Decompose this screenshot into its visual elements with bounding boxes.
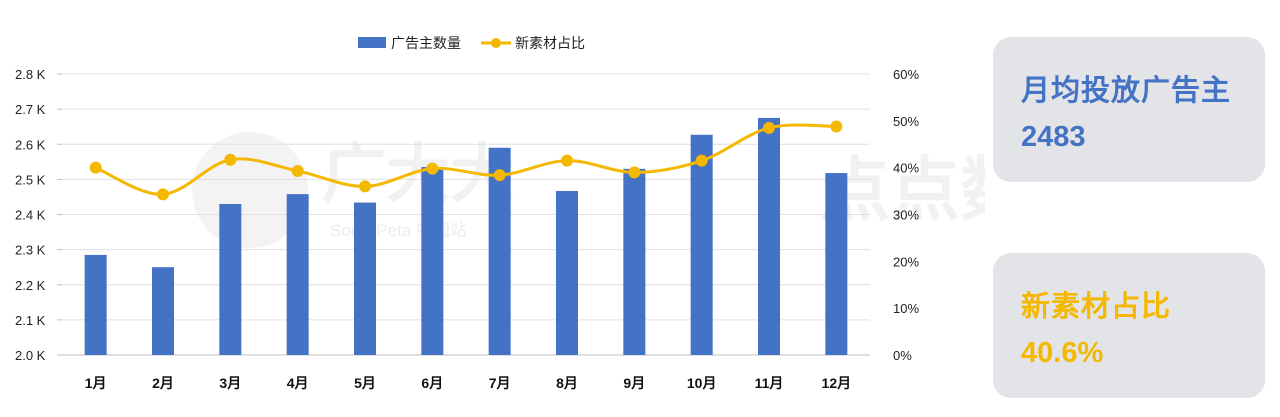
legend-label-bar: 广告主数量 <box>391 35 461 51</box>
card-value-advertisers: 2483 <box>1021 121 1086 153</box>
bar <box>556 190 578 355</box>
bar <box>488 147 511 355</box>
y-left-tick-label: 2.2 K <box>15 278 46 293</box>
bar <box>354 202 376 355</box>
summary-card-advertisers: 月均投放广告主 2483 <box>993 37 1265 182</box>
watermark-left-subtext: SocialPeta 中国站 <box>330 221 467 240</box>
y-axis-left: 2.0 K 2.1 K 2.2 K 2.3 K 2.4 K 2.5 K 2.6 K 2.7 K… <box>15 67 62 363</box>
y-left-tick-label: 2.0 K <box>15 348 46 363</box>
watermark: 广大大 SocialPeta 中国站 点点数据 <box>192 132 985 248</box>
x-tick-label: 6月 <box>421 375 443 391</box>
x-tick-label: 11月 <box>755 375 784 391</box>
line-point <box>89 161 102 174</box>
x-tick-label: 3月 <box>219 375 241 391</box>
legend-swatch-bar <box>358 37 386 48</box>
line-point <box>628 166 641 179</box>
card-title-new-material: 新素材占比 <box>1021 291 1172 323</box>
bar <box>219 203 242 355</box>
bar <box>690 134 713 355</box>
card-value-new-material: 40.6% <box>1021 337 1104 369</box>
line-point <box>493 169 506 182</box>
x-tick-label: 7月 <box>489 375 511 391</box>
x-tick-label: 10月 <box>687 375 717 391</box>
line-point <box>763 121 775 134</box>
x-tick-label: 8月 <box>556 375 578 391</box>
y-axis-right: 0% 10% 20% 30% 40% 50% 60% <box>893 67 919 363</box>
y-right-tick-label: 20% <box>893 254 919 269</box>
legend-label-line: 新素材占比 <box>515 35 585 51</box>
line-point <box>561 154 573 167</box>
bar-series <box>84 117 848 355</box>
x-tick-label: 1月 <box>85 375 107 391</box>
bar <box>84 254 107 355</box>
legend: 广告主数量 新素材占比 <box>358 35 585 51</box>
y-right-tick-label: 60% <box>893 67 919 82</box>
bar <box>421 167 444 355</box>
line-point <box>291 164 304 177</box>
y-left-tick-label: 2.4 K <box>15 208 46 223</box>
line-point <box>830 120 843 133</box>
y-right-tick-label: 0% <box>893 348 912 363</box>
bar <box>758 117 780 355</box>
y-right-tick-label: 10% <box>893 301 919 316</box>
y-left-tick-label: 2.8 K <box>15 67 46 82</box>
y-right-tick-label: 30% <box>893 208 919 223</box>
x-tick-label: 2月 <box>152 375 174 391</box>
x-tick-label: 5月 <box>354 375 376 391</box>
y-left-tick-label: 2.3 K <box>15 243 46 258</box>
x-axis: 1月 2月 3月 4月 5月 6月 7月 8月 9月 10月 11月 12月 <box>85 375 851 391</box>
summary-card-new-material: 新素材占比 40.6% <box>993 253 1265 398</box>
bar <box>623 168 646 355</box>
card-title-advertisers: 月均投放广告主 <box>1021 75 1232 107</box>
x-tick-label: 4月 <box>287 375 309 391</box>
x-tick-label: 12月 <box>822 375 852 391</box>
combo-chart: 广大大 SocialPeta 中国站 点点数据 2.0 K2.1 K2.2 K2… <box>15 35 985 391</box>
y-left-tick-label: 2.6 K <box>15 137 46 152</box>
y-right-tick-label: 50% <box>893 114 919 129</box>
gridlines <box>62 73 870 356</box>
y-left-tick-label: 2.1 K <box>15 313 46 328</box>
bar <box>825 173 848 355</box>
bar <box>286 194 309 355</box>
y-left-tick-label: 2.5 K <box>15 172 46 187</box>
legend-swatch-marker <box>491 38 501 48</box>
line-point <box>157 188 169 201</box>
y-right-tick-label: 40% <box>893 161 919 176</box>
line-point <box>426 162 439 175</box>
line-point <box>224 153 237 166</box>
line-series <box>89 120 843 201</box>
bar <box>152 267 174 355</box>
line-point <box>359 180 371 193</box>
x-tick-label: 9月 <box>623 375 645 391</box>
line-point <box>695 154 708 167</box>
y-left-tick-label: 2.7 K <box>15 102 46 117</box>
watermark-right-text: 点点数据 <box>820 151 985 229</box>
